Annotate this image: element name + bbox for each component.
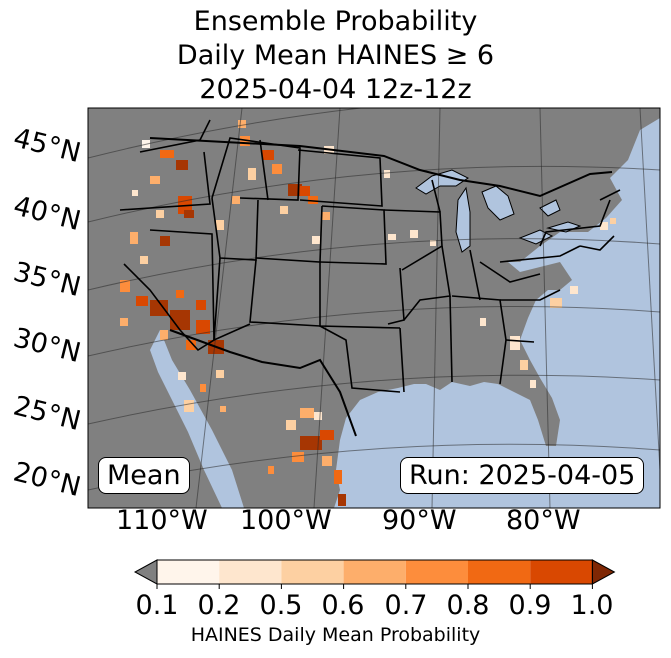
- probability-cell: [314, 412, 322, 420]
- probability-cell: [216, 220, 224, 230]
- probability-cell: [150, 300, 168, 316]
- colorbar-segment: [281, 560, 344, 584]
- colorbar-segment: [157, 560, 220, 584]
- probability-cell: [176, 160, 188, 170]
- title-line-3: 2025-04-04 12z-12z: [199, 74, 472, 105]
- probability-cell: [160, 330, 168, 340]
- colorbar-tick-7: 1.0: [570, 590, 614, 621]
- lon-label-80: 80°W: [506, 505, 581, 536]
- probability-cell: [288, 184, 302, 196]
- probability-cell: [550, 298, 562, 308]
- probability-cell: [184, 210, 194, 218]
- probability-cell: [262, 150, 274, 160]
- colorbar-over-arrow: [591, 559, 616, 585]
- colorbar-frame: [156, 559, 593, 585]
- probability-cell: [610, 218, 616, 224]
- colorbar-tick-6: 0.9: [508, 590, 552, 621]
- probability-cell: [176, 290, 184, 298]
- probability-cell: [150, 176, 160, 184]
- probability-cell: [272, 164, 282, 174]
- probability-cell: [322, 212, 330, 220]
- probability-cell: [430, 240, 436, 246]
- probability-cell: [334, 470, 342, 484]
- probability-cell: [530, 380, 536, 388]
- colorbar-segment: [405, 560, 468, 584]
- colorbar-under-arrow: [133, 559, 158, 585]
- probability-cell: [300, 186, 310, 196]
- probability-cell: [160, 150, 174, 158]
- colorbar: [133, 559, 616, 589]
- probability-cell: [286, 420, 296, 430]
- probability-cell: [520, 360, 528, 370]
- probability-cell: [238, 120, 246, 128]
- colorbar-tick-1: 0.2: [197, 590, 241, 621]
- colorbar-segment: [468, 560, 531, 584]
- colorbar-label: HAINES Daily Mean Probability: [190, 624, 481, 646]
- probability-cell: [120, 318, 128, 326]
- gulf-of-california: [150, 330, 244, 508]
- map-frame: [87, 107, 661, 509]
- probability-cell: [220, 406, 226, 412]
- colorbar-tick-0: 0.1: [135, 590, 179, 621]
- colorbar-tick-2: 0.5: [259, 590, 303, 621]
- probability-cell: [160, 236, 170, 246]
- state-boundaries: [119, 119, 621, 393]
- probability-cell: [280, 206, 288, 214]
- probability-cell: [388, 234, 396, 240]
- probability-cell: [170, 310, 190, 330]
- probability-cell: [132, 190, 138, 196]
- probability-cell: [308, 196, 318, 204]
- probability-cell: [384, 170, 390, 178]
- probability-cell: [186, 340, 196, 350]
- probability-cell: [320, 430, 334, 440]
- probability-cell: [196, 300, 206, 310]
- probability-cell: [480, 318, 486, 326]
- colorbar-segment: [530, 560, 593, 584]
- probability-cell: [200, 384, 206, 392]
- colorbar-tick-4: 0.7: [384, 590, 428, 621]
- probability-cell: [184, 400, 194, 412]
- lon-label-100: 100°W: [240, 505, 332, 536]
- colorbar-segment: [219, 560, 282, 584]
- mean-label-box: Mean: [98, 457, 190, 494]
- country-borders: [149, 137, 613, 437]
- probability-cell: [300, 436, 322, 450]
- probability-cell: [312, 236, 320, 244]
- probability-cell: [136, 296, 148, 306]
- run-label-box: Run: 2025-04-05: [400, 457, 645, 494]
- lon-label-110: 110°W: [116, 505, 208, 536]
- probability-cell: [570, 286, 578, 294]
- title-line-1: Ensemble Probability: [193, 6, 478, 37]
- probability-cell: [178, 372, 186, 380]
- probability-cell: [600, 222, 608, 230]
- lon-label-90: 90°W: [382, 505, 457, 536]
- probability-cell: [410, 230, 418, 238]
- probability-cell: [130, 232, 138, 244]
- probability-cell: [510, 336, 520, 350]
- probability-cell: [156, 210, 164, 218]
- title-line-2: Daily Mean HAINES ≥ 6: [176, 40, 495, 71]
- probability-cell: [322, 456, 332, 466]
- probability-cell: [196, 320, 210, 334]
- probability-cell: [248, 168, 256, 180]
- probability-cell: [300, 408, 314, 418]
- colorbar-segment: [343, 560, 406, 584]
- probability-cell: [292, 452, 304, 462]
- colorbar-tick-5: 0.8: [446, 590, 490, 621]
- colorbar-tick-3: 0.6: [321, 590, 365, 621]
- probability-cell: [216, 370, 224, 378]
- probability-cell: [120, 280, 130, 292]
- probability-cell: [240, 136, 250, 146]
- probability-cell: [268, 466, 274, 474]
- probability-cell: [232, 196, 240, 204]
- probability-cell: [140, 256, 148, 264]
- great-lakes: [415, 169, 582, 253]
- probability-cell: [338, 494, 346, 506]
